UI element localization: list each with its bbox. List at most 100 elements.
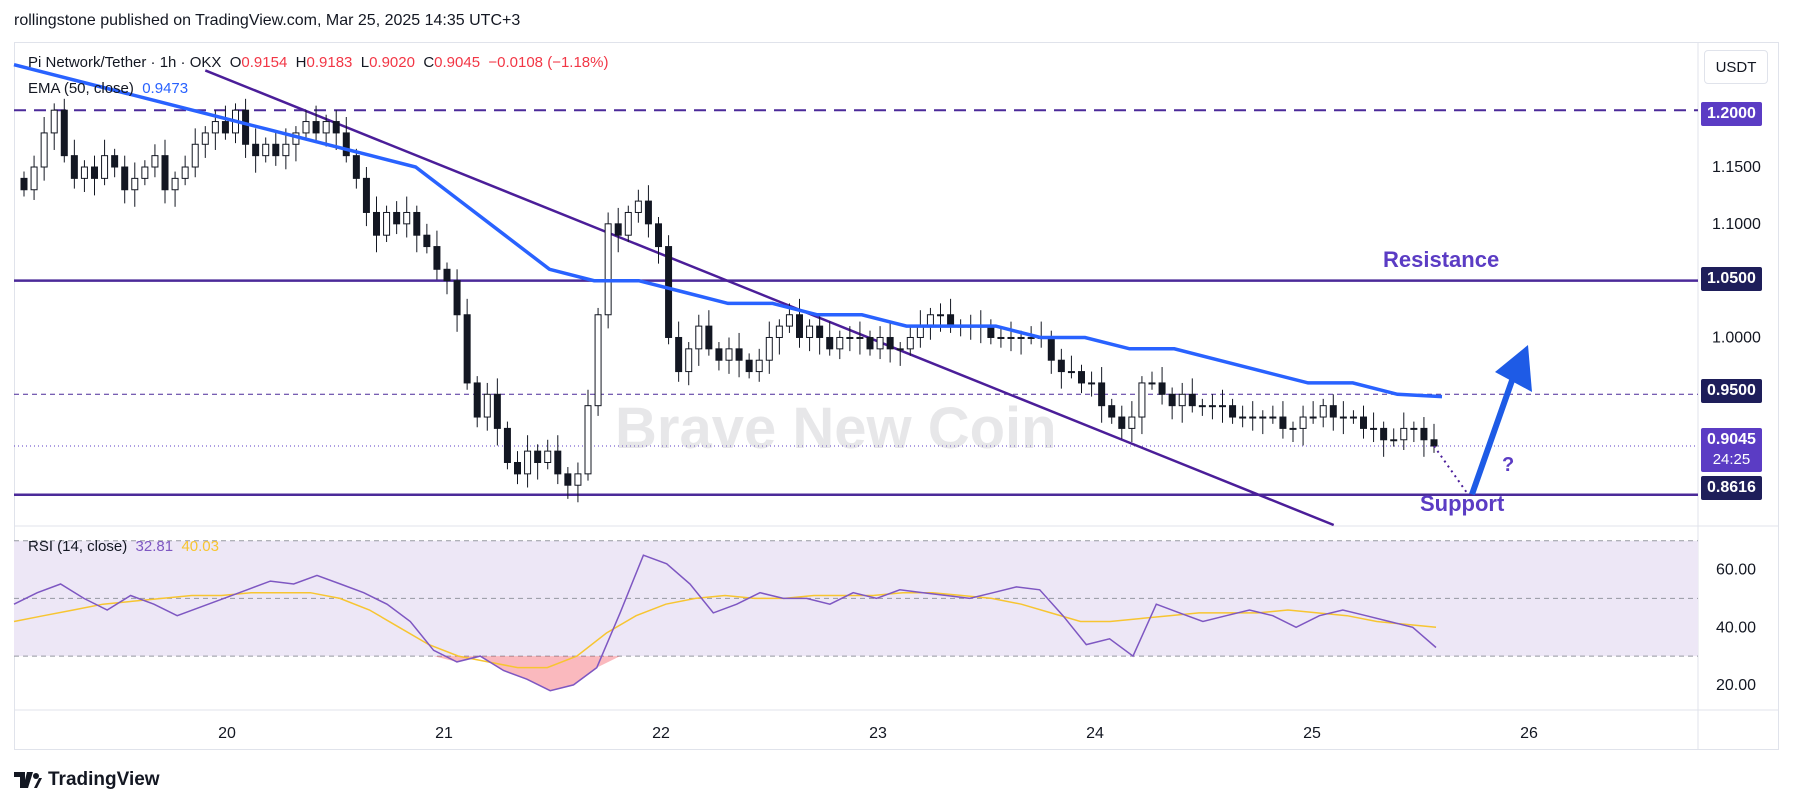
candle-body [785,314,793,327]
candle-body [796,314,803,338]
candle-body [1380,427,1388,441]
candle-body [1329,405,1337,418]
candle-body [1430,439,1438,447]
candle-body [745,359,753,373]
candle-body [806,325,814,338]
time-tick-label: 25 [1303,725,1321,742]
candle-body [1168,393,1176,407]
time-tick-label: 23 [869,725,887,742]
ema-legend[interactable]: EMA (50, close) 0.9473 [28,80,188,97]
ema-label: EMA (50, close) [28,80,134,97]
candle-body [1219,405,1226,408]
candle-body [1259,416,1267,419]
candle-body [1279,416,1287,429]
watermark: Brave New Coin [615,396,1057,461]
candle-body [40,132,48,168]
candle-body [725,348,733,361]
bar-countdown: 24:25 [1712,451,1751,468]
candle-body [1370,427,1378,430]
rsi-legend[interactable]: RSI (14, close) 32.81 40.03 [28,538,219,555]
candle-body [1138,382,1146,418]
candle-body [1198,405,1206,408]
candle-body [594,314,602,407]
rsi-oversold-fill [433,656,621,691]
candle-body [493,393,501,429]
candle-body [101,155,109,179]
candle-body [685,348,693,373]
candle-body [826,336,834,350]
candle-body [644,200,652,225]
candle-body [1309,416,1317,419]
candle-body [423,234,431,248]
candle-body [201,132,209,145]
time-tick-label: 21 [435,725,453,742]
candle-body [735,348,743,361]
price-tick-label: 1.1500 [1712,159,1761,176]
projection-arrow-shaft [1469,371,1518,496]
candle-body [141,166,149,179]
rsi-tick-label: 40.00 [1716,619,1756,636]
candle-body [373,211,380,236]
candle-body [1410,427,1418,430]
candle-body [332,121,340,134]
candle-body [554,450,562,475]
candle-body [1390,439,1398,442]
candle-body [1027,336,1035,339]
candle-body [1188,393,1196,407]
tradingview-text: TradingView [48,769,160,790]
rsi-tick-label: 20.00 [1716,677,1756,694]
tradingview-logo[interactable]: TradingView [14,769,160,791]
candle-body [181,166,189,179]
rsi-ma-value: 40.03 [181,538,219,555]
candle-body [463,314,471,384]
candle-body [20,177,28,191]
candle-body [715,348,723,361]
candle-body [1128,416,1136,429]
tradingview-icon [14,772,42,788]
candle-body [584,405,592,475]
candle-body [1319,405,1327,418]
candle-body [634,200,642,213]
rsi-line [13,554,1437,692]
candle-body [121,166,129,191]
candle-body [564,473,572,486]
candle-body [1078,371,1085,384]
candle-body [997,336,1005,339]
candle-body [50,109,58,134]
candle-body [80,166,88,179]
candle-body [604,223,612,316]
change-value: −0.0108 (−1.18%) [488,54,609,71]
candle-body [1339,416,1347,419]
projection-dotted-line [1433,445,1469,495]
ohlc-legend: Pi Network/Tether · 1h · OKX O0.9154 H0.… [28,54,608,71]
candle-body [1047,336,1055,361]
candle-body [282,143,290,157]
candle-body [866,336,874,350]
candle-body [1299,416,1307,429]
candle-body [433,246,441,270]
candle-body [302,121,310,134]
candle-body [896,348,904,351]
candle-body [211,121,219,134]
candle-body [403,211,411,225]
candle-body [856,336,864,339]
candle-body [60,109,68,157]
candle-body [91,166,98,179]
candle-body [1108,405,1116,418]
close-value: 0.9045 [434,54,481,71]
candle-body [1249,416,1257,419]
candle-body [1017,336,1025,339]
question-annotation: ? [1502,454,1515,476]
open-value: 0.9154 [241,54,288,71]
candle-body [1208,405,1216,408]
candle-body [1239,416,1247,419]
last-price-value: 0.9045 [1707,431,1756,448]
candle-body [171,177,179,191]
candle-body [151,155,159,168]
symbol-label[interactable]: Pi Network/Tether · 1h · OKX [28,54,222,71]
candle-body [775,325,783,338]
candle-body [544,450,552,463]
price-tick-label: 1.1000 [1712,216,1761,233]
currency-button[interactable]: USDT [1704,50,1768,84]
